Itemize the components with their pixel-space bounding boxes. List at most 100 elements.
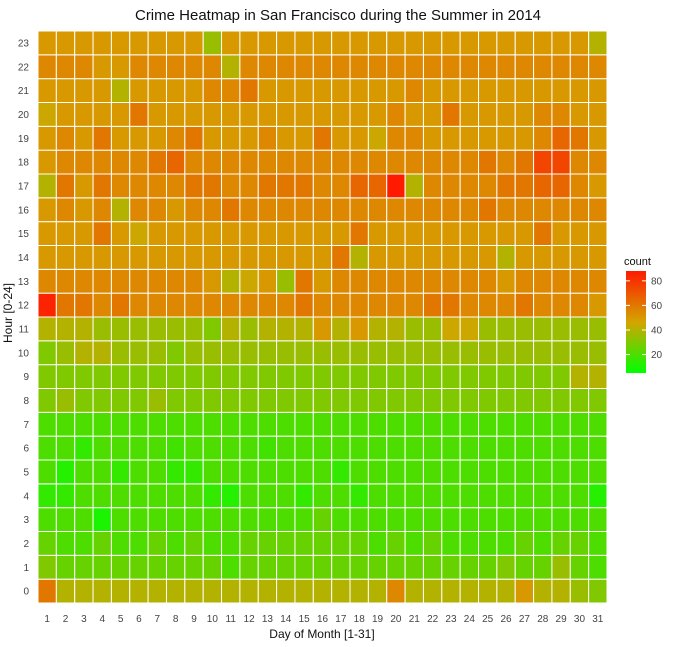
heatmap-cell <box>257 149 278 175</box>
heatmap-cell <box>92 388 112 413</box>
heatmap-cell <box>514 531 535 556</box>
heatmap-cell <box>276 531 296 556</box>
heatmap-cell <box>514 411 535 437</box>
heatmap-cell <box>496 173 516 199</box>
heatmap-cell <box>110 340 131 366</box>
heatmap-cell <box>184 125 204 151</box>
heatmap-cell <box>459 292 480 318</box>
heatmap-cell <box>37 221 57 246</box>
heatmap-cell <box>422 102 443 127</box>
heatmap-cell <box>533 102 553 127</box>
heatmap-cell <box>459 340 480 366</box>
heatmap-cell <box>422 483 443 509</box>
heatmap-cell <box>551 173 571 199</box>
heatmap-cell <box>239 149 259 175</box>
heatmap-cell <box>422 459 443 485</box>
heatmap-cell <box>331 531 351 556</box>
heatmap-cell <box>331 197 351 223</box>
heatmap-cell <box>276 411 296 437</box>
heatmap-cell <box>239 483 259 509</box>
heatmap-cell <box>533 316 553 342</box>
heatmap-cell <box>569 268 590 294</box>
heatmap-cell <box>367 292 388 318</box>
heatmap-cell <box>331 316 351 342</box>
heatmap-cell <box>221 316 241 342</box>
heatmap-cell <box>349 554 369 580</box>
heatmap-cell <box>257 245 278 270</box>
heatmap-cell <box>202 292 223 318</box>
heatmap-cell <box>74 364 94 390</box>
heatmap-cell <box>74 268 94 294</box>
heatmap-cell <box>422 30 443 56</box>
heatmap-cell <box>276 316 296 342</box>
heatmap-cell <box>331 507 351 533</box>
heatmap-cell <box>478 340 498 366</box>
heatmap-cell <box>74 316 94 342</box>
heatmap-cell <box>551 316 571 342</box>
heatmap-cell <box>514 435 535 461</box>
heatmap-cell <box>165 578 186 604</box>
heatmap-cell <box>129 316 149 342</box>
heatmap-cell <box>331 292 351 318</box>
heatmap-cell <box>459 173 480 199</box>
heatmap-cell <box>441 316 461 342</box>
y-tick-label: 2 <box>23 539 29 550</box>
heatmap-cell <box>569 149 590 175</box>
heatmap-cell <box>514 340 535 366</box>
heatmap-cell <box>147 221 167 246</box>
heatmap-cell <box>221 578 241 604</box>
heatmap-cell <box>459 316 480 342</box>
heatmap-cell <box>294 221 314 246</box>
heatmap-cell <box>257 340 278 366</box>
heatmap-cell <box>55 292 76 318</box>
heatmap-cell <box>588 554 608 580</box>
heatmap-cell <box>422 364 443 390</box>
heatmap-cell <box>551 245 571 270</box>
heatmap-cell <box>533 245 553 270</box>
heatmap-cell <box>165 268 186 294</box>
x-tick-label: 23 <box>445 614 457 625</box>
heatmap-cell <box>459 388 480 413</box>
x-axis-label: Day of Month [1-31] <box>269 627 374 641</box>
heatmap-cell <box>404 435 424 461</box>
heatmap-cell <box>514 507 535 533</box>
heatmap-cell <box>294 340 314 366</box>
heatmap-cell <box>514 245 535 270</box>
heatmap-cell <box>349 54 369 80</box>
heatmap-cell <box>276 149 296 175</box>
heatmap-cell <box>37 531 57 556</box>
heatmap-cell <box>294 554 314 580</box>
heatmap-cell <box>239 125 259 151</box>
heatmap-cell <box>588 149 608 175</box>
heatmap-cell <box>110 149 131 175</box>
heatmap-cell <box>349 388 369 413</box>
heatmap-cell <box>110 197 131 223</box>
heatmap-cell <box>569 483 590 509</box>
heatmap-cell <box>533 483 553 509</box>
heatmap-cell <box>239 340 259 366</box>
heatmap-cell <box>129 268 149 294</box>
heatmap-cell <box>294 388 314 413</box>
heatmap-cell <box>110 78 131 103</box>
heatmap-cell <box>239 316 259 342</box>
heatmap-cell <box>257 221 278 246</box>
heatmap-cell <box>184 578 204 604</box>
y-tick-label: 0 <box>23 587 29 598</box>
heatmap-cell <box>239 292 259 318</box>
heatmap-cell <box>588 483 608 509</box>
heatmap-cell <box>551 221 571 246</box>
heatmap-cell <box>55 531 76 556</box>
heatmap-cell <box>478 125 498 151</box>
heatmap-cell <box>496 54 516 80</box>
heatmap-cell <box>386 435 406 461</box>
heatmap-cell <box>441 173 461 199</box>
heatmap-cell <box>147 578 167 604</box>
heatmap-cell <box>367 578 388 604</box>
heatmap-cell <box>588 221 608 246</box>
heatmap-cell <box>184 435 204 461</box>
heatmap-cell <box>92 578 112 604</box>
legend-tick-label: 40 <box>651 325 663 336</box>
heatmap-cell <box>239 78 259 103</box>
heatmap-cell <box>588 54 608 80</box>
x-tick-label: 13 <box>262 614 274 625</box>
